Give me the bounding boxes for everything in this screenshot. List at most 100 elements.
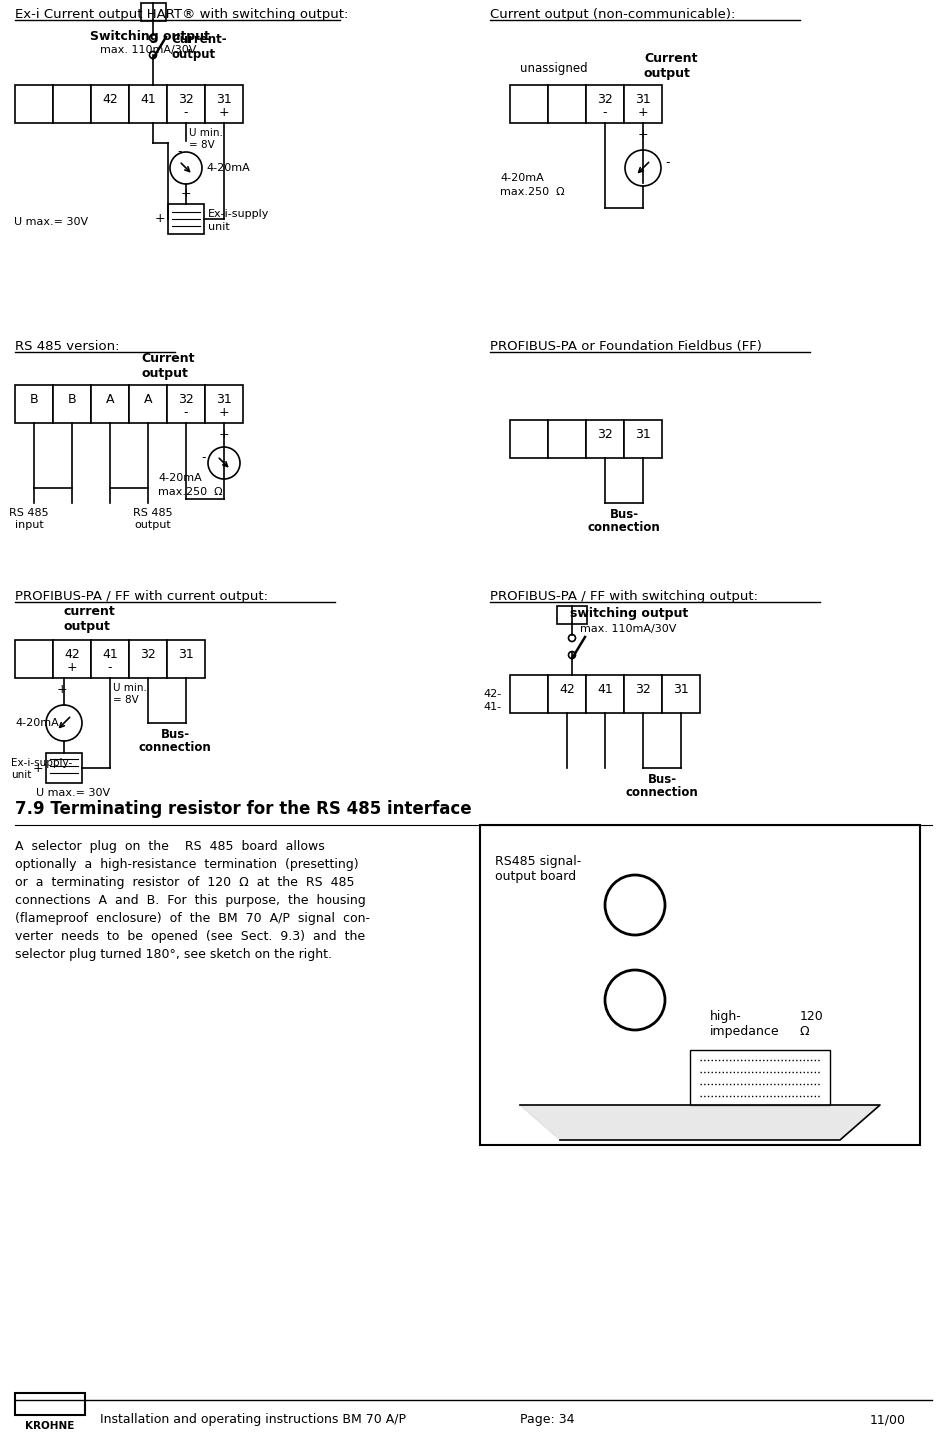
- Text: +: +: [219, 428, 229, 441]
- Text: Current: Current: [644, 52, 698, 65]
- Text: -: -: [108, 660, 113, 673]
- Text: = 8V: = 8V: [113, 695, 139, 705]
- Text: Current output (non-communicable):: Current output (non-communicable):: [490, 9, 736, 22]
- Text: 41: 41: [598, 683, 613, 696]
- Text: -: -: [202, 451, 206, 464]
- Bar: [586, 420, 624, 458]
- Text: 42: 42: [64, 647, 80, 660]
- Bar: [141, 3, 166, 22]
- Text: -: -: [178, 144, 182, 158]
- Text: Ex-i-supply-: Ex-i-supply-: [11, 759, 72, 767]
- Text: output: output: [171, 48, 215, 61]
- Text: Current-: Current-: [171, 33, 226, 46]
- Text: 42: 42: [559, 683, 575, 696]
- Bar: [129, 384, 167, 423]
- Bar: [129, 85, 167, 123]
- Bar: [46, 753, 82, 783]
- Text: RS 485: RS 485: [134, 509, 172, 517]
- Text: -: -: [184, 105, 188, 118]
- Text: Ex-i Current output HART® with switching output:: Ex-i Current output HART® with switching…: [15, 9, 348, 22]
- Text: optionally  a  high-resistance  termination  (presetting): optionally a high-resistance termination…: [15, 858, 359, 871]
- Bar: [548, 420, 586, 458]
- Text: -: -: [602, 105, 607, 118]
- Text: A  selector  plug  on  the    RS  485  board  allows: A selector plug on the RS 485 board allo…: [15, 840, 325, 853]
- Text: PROFIBUS-PA or Foundation Fieldbus (FF): PROFIBUS-PA or Foundation Fieldbus (FF): [490, 340, 762, 353]
- Text: +: +: [637, 129, 649, 142]
- Bar: [167, 85, 205, 123]
- Text: 41: 41: [140, 92, 156, 105]
- Polygon shape: [520, 1105, 880, 1140]
- Text: 4-20mA: 4-20mA: [158, 473, 202, 483]
- Bar: [624, 675, 662, 712]
- Text: B: B: [29, 393, 38, 406]
- Text: 4-20mA: 4-20mA: [206, 163, 250, 173]
- Text: 32: 32: [635, 683, 651, 696]
- Bar: [510, 420, 548, 458]
- Text: input: input: [14, 520, 44, 530]
- Bar: [91, 85, 129, 123]
- Text: connection: connection: [626, 786, 698, 799]
- Bar: [548, 85, 586, 123]
- Text: U min.: U min.: [113, 683, 147, 694]
- Text: 4-20mA: 4-20mA: [500, 173, 544, 184]
- Text: 32: 32: [598, 92, 613, 105]
- Text: connection: connection: [138, 741, 211, 754]
- Text: +: +: [154, 212, 166, 225]
- Text: +: +: [637, 105, 649, 118]
- Text: 41-: 41-: [484, 702, 502, 711]
- Bar: [15, 640, 53, 678]
- Text: 31: 31: [673, 683, 688, 696]
- Text: 32: 32: [178, 92, 194, 105]
- Text: A: A: [144, 393, 152, 406]
- Text: Ex-i-supply: Ex-i-supply: [208, 210, 269, 220]
- Text: unit: unit: [11, 770, 31, 780]
- Text: 32: 32: [140, 647, 156, 660]
- Text: 31: 31: [216, 92, 232, 105]
- Bar: [557, 605, 587, 624]
- Text: max. 110mA/30V: max. 110mA/30V: [580, 624, 676, 634]
- Text: 31: 31: [635, 428, 651, 441]
- Text: high-: high-: [710, 1010, 742, 1023]
- Text: A: A: [106, 393, 115, 406]
- Bar: [15, 85, 53, 123]
- Text: switching output: switching output: [570, 607, 688, 620]
- Text: = 8V: = 8V: [189, 140, 215, 150]
- Text: 42-: 42-: [484, 689, 502, 699]
- Text: 41: 41: [102, 647, 117, 660]
- Bar: [690, 1051, 830, 1105]
- Text: output board: output board: [495, 870, 576, 883]
- Bar: [586, 85, 624, 123]
- Text: +: +: [181, 186, 191, 199]
- Text: Bus-: Bus-: [648, 773, 676, 786]
- Bar: [624, 420, 662, 458]
- Text: verter  needs  to  be  opened  (see  Sect.  9.3)  and  the: verter needs to be opened (see Sect. 9.3…: [15, 931, 366, 944]
- Bar: [624, 85, 662, 123]
- Bar: [91, 384, 129, 423]
- Text: output: output: [63, 620, 110, 633]
- Bar: [510, 85, 548, 123]
- Text: max. 110mA/30V: max. 110mA/30V: [100, 45, 196, 55]
- Bar: [53, 384, 91, 423]
- Text: PROFIBUS-PA / FF with switching output:: PROFIBUS-PA / FF with switching output:: [490, 590, 758, 603]
- Text: RS 485 version:: RS 485 version:: [15, 340, 119, 353]
- Text: 31: 31: [216, 393, 232, 406]
- Text: +: +: [219, 105, 229, 118]
- Text: Page: 34: Page: 34: [520, 1413, 575, 1426]
- Text: 42: 42: [102, 92, 117, 105]
- Text: unassigned: unassigned: [520, 62, 588, 75]
- Text: output: output: [134, 520, 171, 530]
- Text: U max.= 30V: U max.= 30V: [14, 217, 88, 227]
- Text: -: -: [665, 156, 670, 169]
- Text: RS 485: RS 485: [9, 509, 49, 517]
- Text: Switching output: Switching output: [90, 30, 210, 43]
- Text: selector plug turned 180°, see sketch on the right.: selector plug turned 180°, see sketch on…: [15, 948, 332, 961]
- Text: 11/00: 11/00: [870, 1413, 906, 1426]
- Bar: [15, 1393, 85, 1415]
- Text: connection: connection: [588, 522, 660, 535]
- Text: Bus-: Bus-: [160, 728, 189, 741]
- Text: (flameproof  enclosure)  of  the  BM  70  A/P  signal  con-: (flameproof enclosure) of the BM 70 A/P …: [15, 912, 370, 925]
- Text: 32: 32: [178, 393, 194, 406]
- Bar: [662, 675, 700, 712]
- Text: output: output: [644, 66, 691, 79]
- Text: impedance: impedance: [710, 1025, 779, 1038]
